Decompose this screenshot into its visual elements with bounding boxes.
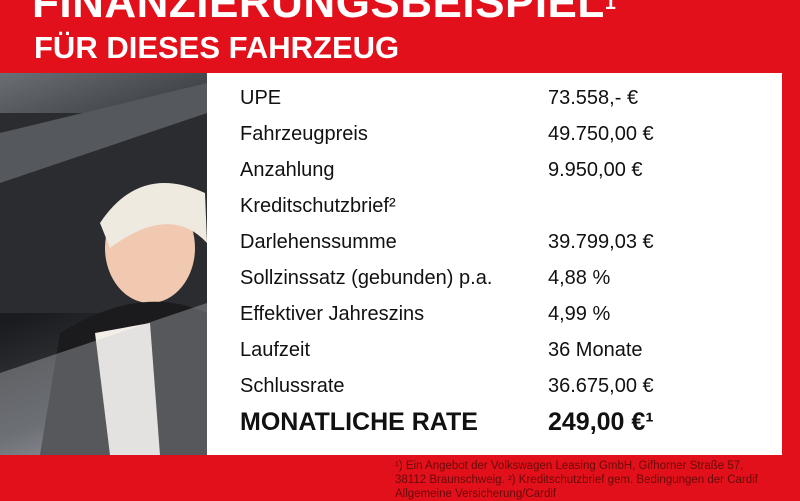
row-value: 4,99 % <box>548 303 611 325</box>
row-darlehenssumme: Darlehenssumme 39.799,03 € <box>240 231 654 254</box>
row-label: Laufzeit <box>240 339 311 361</box>
row-label: Schlussrate <box>240 375 345 397</box>
title-line-1: FINANZIERUNGSBEISPIEL1 <box>32 0 616 28</box>
row-sollzinssatz: Sollzinssatz (gebunden) p.a. 4,88 % <box>240 267 610 290</box>
row-kreditschutzbrief: Kreditschutzbrief² <box>240 195 396 218</box>
title-footnote-mark: 1 <box>604 0 617 14</box>
row-effektiver-jahreszins: Effektiver Jahreszins 4,99 % <box>240 303 610 326</box>
total-label: MONATLICHE RATE <box>240 408 478 436</box>
row-label: Sollzinssatz (gebunden) p.a. <box>240 267 493 289</box>
row-value: 73.558,- € <box>548 87 639 109</box>
row-label: Darlehenssumme <box>240 231 397 253</box>
row-label: Kreditschutzbrief² <box>240 195 396 217</box>
row-value: 36 Monate <box>548 339 643 361</box>
row-value: 4,88 % <box>548 267 611 289</box>
row-value: 39.799,03 € <box>548 231 654 253</box>
row-label: UPE <box>240 87 282 109</box>
footnote: ¹) Ein Angebot der Volkswagen Leasing Gm… <box>395 460 758 500</box>
woman-in-car-photo <box>0 73 207 455</box>
row-value: 9.950,00 € <box>548 159 643 181</box>
photo-illustration <box>0 83 207 455</box>
row-label: Fahrzeugpreis <box>240 123 368 145</box>
row-value: 49.750,00 € <box>548 123 654 145</box>
title-text: FINANZIERUNGSBEISPIEL <box>32 0 605 27</box>
row-label: Anzahlung <box>240 159 335 181</box>
row-fahrzeugpreis: Fahrzeugpreis 49.750,00 € <box>240 123 654 146</box>
financing-table: UPE 73.558,- € Fahrzeugpreis 49.750,00 € A… <box>207 73 782 455</box>
title-line-2: FÜR DIESES FAHRZEUG <box>34 30 400 65</box>
row-upe: UPE 73.558,- € <box>240 87 638 110</box>
total-value: 249,00 €¹ <box>548 408 654 436</box>
row-label: Effektiver Jahreszins <box>240 303 425 325</box>
row-schlussrate: Schlussrate 36.675,00 € <box>240 375 654 398</box>
row-anzahlung: Anzahlung 9.950,00 € <box>240 159 643 182</box>
row-laufzeit: Laufzeit 36 Monate <box>240 339 643 362</box>
row-monatliche-rate: MONATLICHE RATE 249,00 €¹ <box>240 408 654 437</box>
row-value: 36.675,00 € <box>548 375 654 397</box>
